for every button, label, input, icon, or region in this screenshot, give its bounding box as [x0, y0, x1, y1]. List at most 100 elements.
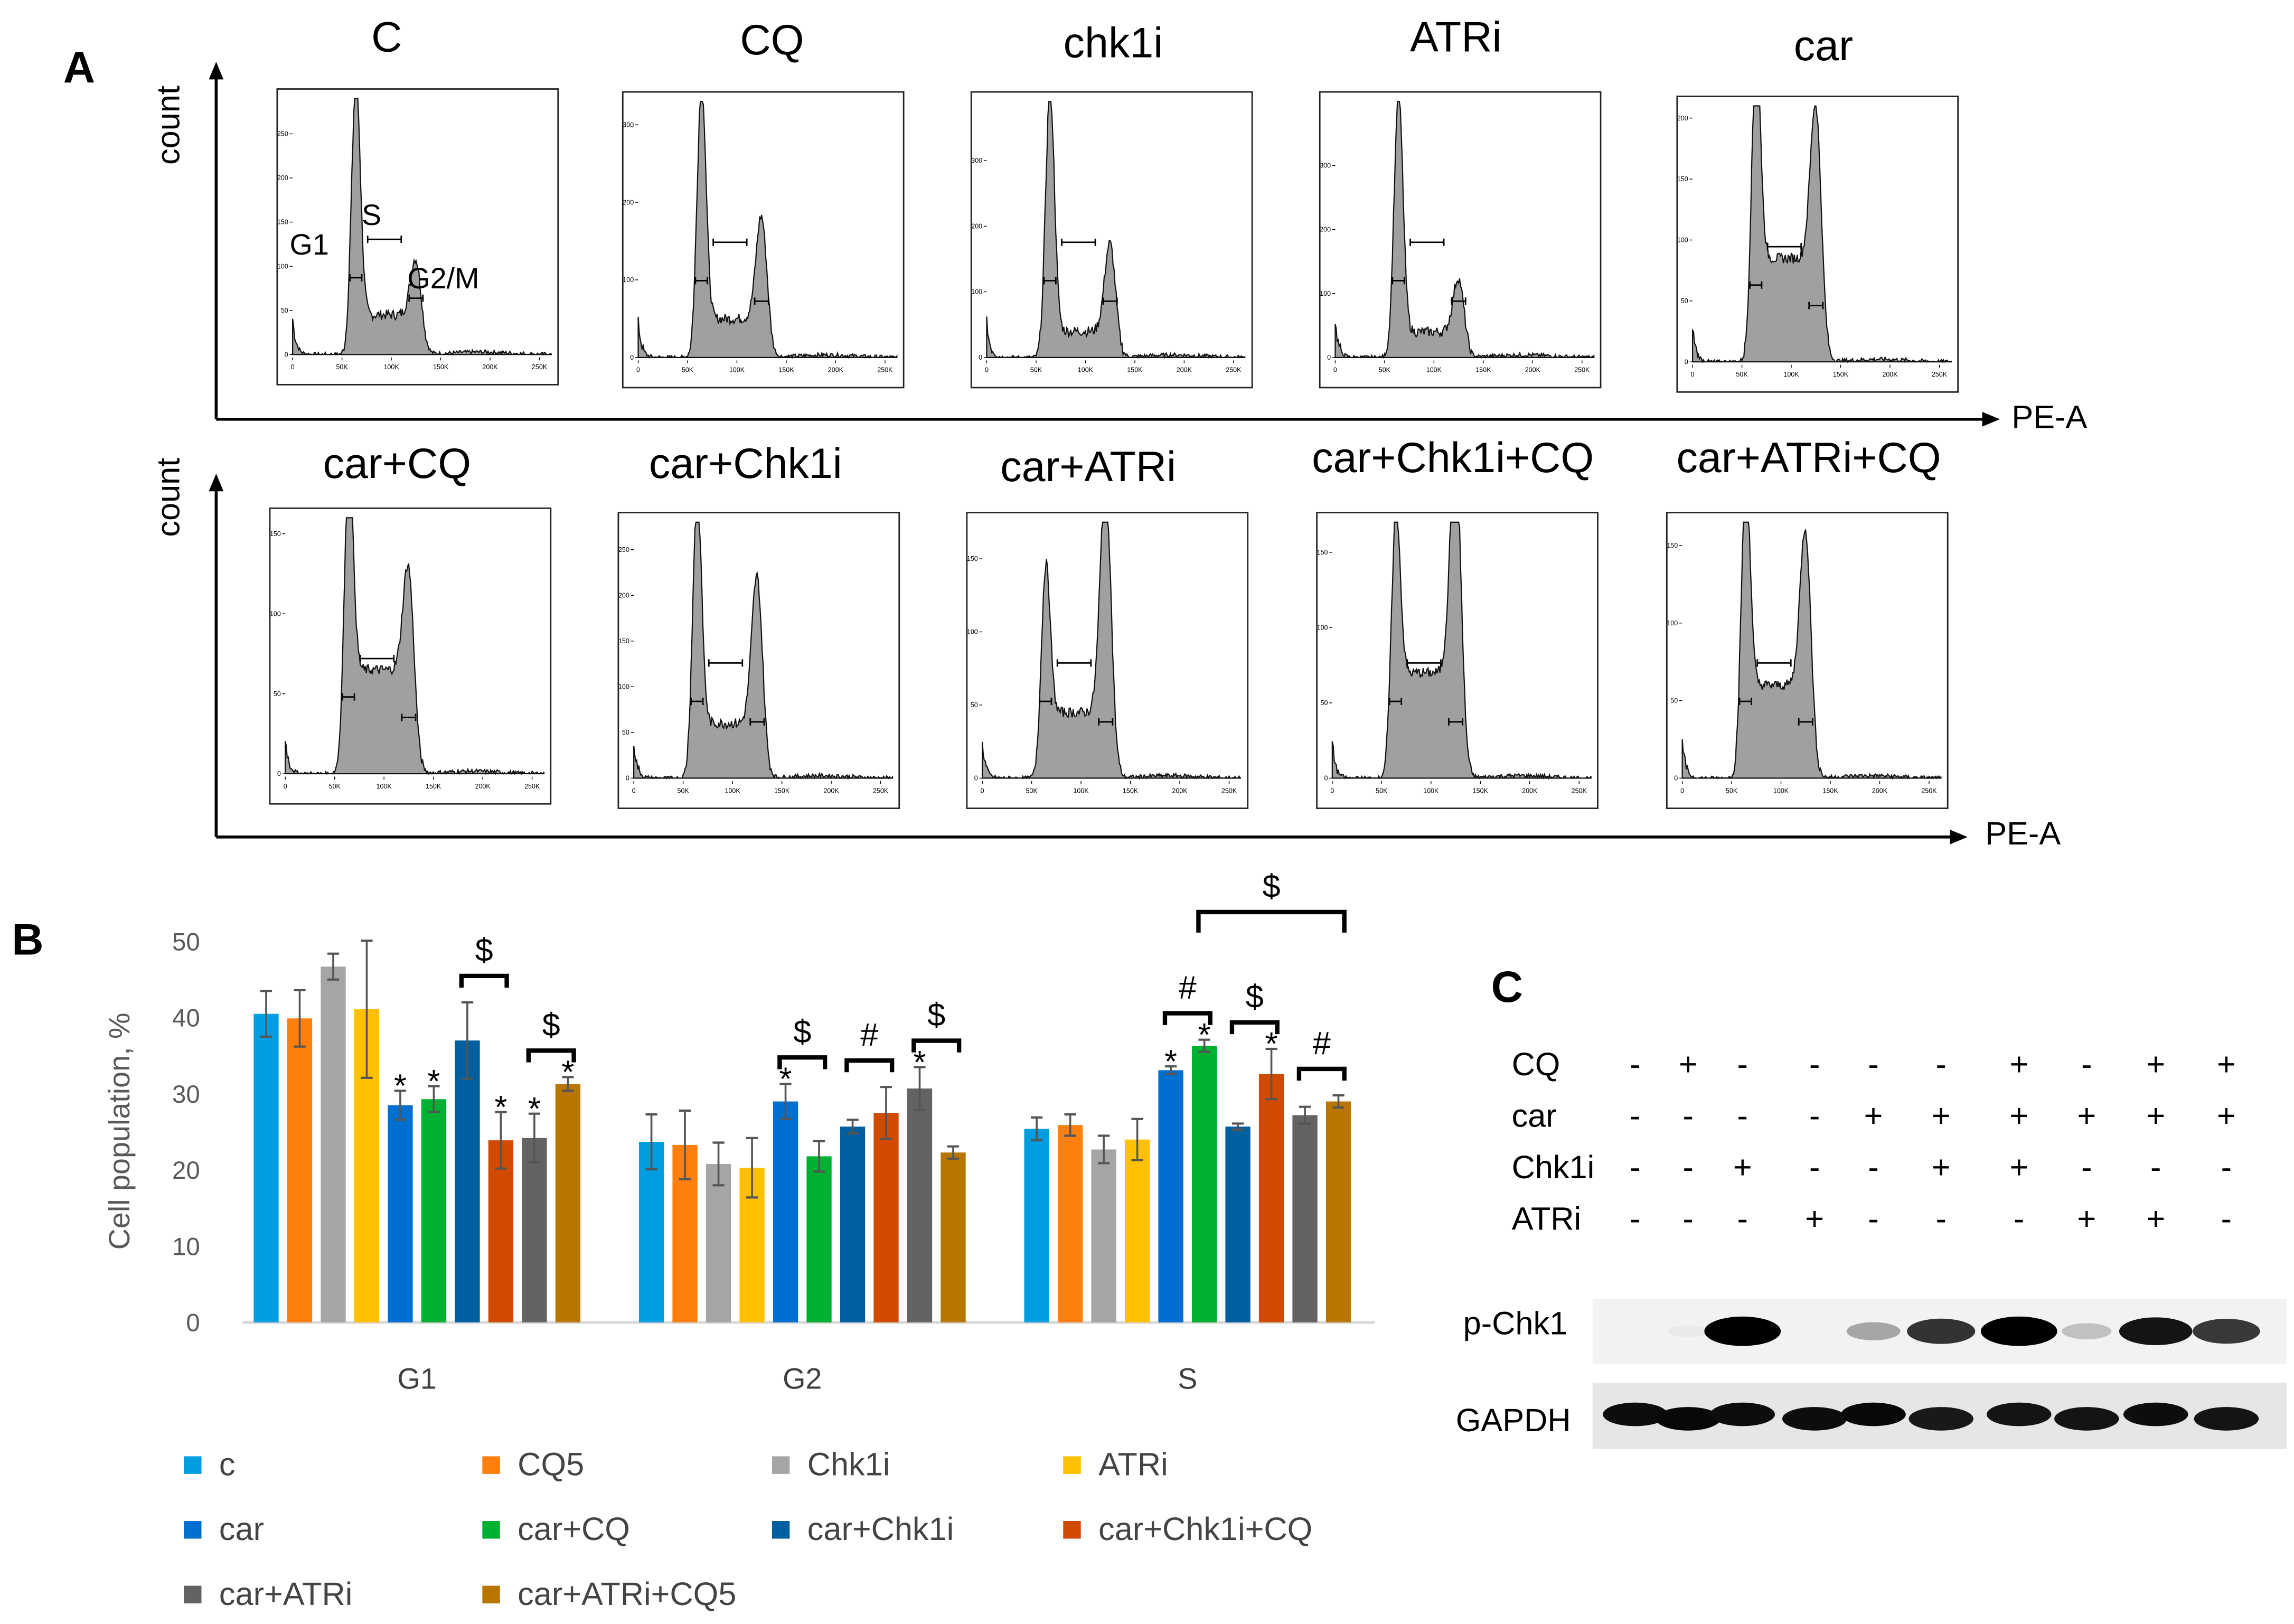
x-tick-label: 250K: [524, 783, 540, 790]
plus-sign: +: [2216, 1046, 2236, 1083]
y-tick-label: 50: [1670, 697, 1678, 705]
plus-sign: +: [2009, 1149, 2029, 1186]
protein-band: [1841, 1402, 1906, 1426]
x-tick-label: 100K: [1073, 787, 1089, 794]
condition-label: CQ: [1511, 1046, 1560, 1083]
histogram-trace: [1334, 101, 1595, 360]
histogram-title: car+Chk1i: [648, 441, 842, 489]
protein-band: [1908, 1407, 1973, 1431]
y-tick-label: 50: [971, 701, 978, 709]
x-tick-label: 50K: [329, 783, 341, 790]
bar: [907, 1088, 933, 1322]
y-tick-label: 0: [974, 775, 978, 782]
bar: [706, 1163, 731, 1322]
bar: [1225, 1127, 1251, 1322]
histogram-plot: 0 50 100 150 0 50K 100K 150K 200K 250K: [269, 507, 552, 805]
x-tick-label: 50K: [1030, 367, 1042, 374]
y-tick-label: 0: [979, 354, 982, 361]
panel-a-label: A: [63, 44, 96, 93]
protein-band: [2194, 1407, 2259, 1431]
plus-sign: +: [2146, 1046, 2166, 1083]
y-tick-label: 0: [1685, 358, 1688, 365]
y-tick-label: 100: [270, 610, 281, 617]
x-tick-label: 200K: [828, 367, 844, 374]
bar: [253, 1013, 279, 1322]
y-tick-label: 50: [622, 729, 629, 736]
histogram-title: car+Chk1i+CQ: [1312, 435, 1594, 483]
significance-star: *: [914, 1044, 926, 1080]
significance-bracket: [1196, 909, 1347, 933]
minus-sign: -: [1737, 1046, 1748, 1083]
x-tick-label: 0: [291, 363, 295, 371]
x-tick-label: 100K: [1078, 367, 1094, 374]
minus-sign: -: [2081, 1149, 2092, 1186]
y-tick-label: 50: [172, 928, 200, 956]
x-tick-label: 100K: [1426, 367, 1442, 374]
bar: [1091, 1149, 1116, 1322]
protein-band: [1603, 1402, 1668, 1426]
plus-sign: +: [2077, 1097, 2096, 1134]
x-axis-label-row2: PE-A: [1985, 815, 2061, 852]
legend-item: CQ5: [482, 1446, 584, 1484]
bar-chart: 0 10 20 30 40 50 Cell population, % G1 * * * * * G2 * *…: [103, 868, 1375, 1395]
histogram-title: car+ATRi+CQ: [1676, 435, 1941, 483]
histogram-title: car+ATRi: [1000, 444, 1177, 492]
histogram-svg: 0 50 100 150 0 50K 100K 150K 200K 250K: [1668, 521, 1942, 794]
x-tick-label: 100K: [725, 787, 741, 794]
legend-item: c: [184, 1446, 236, 1484]
plus-sign: +: [2216, 1097, 2236, 1134]
y-tick-label: 200: [624, 199, 634, 206]
legend-swatch: [184, 1456, 202, 1474]
gate-label: S: [362, 199, 381, 231]
plus-sign: +: [1931, 1097, 1951, 1134]
histogram-svg: 0 50 100 150 0 50K 100K 150K 200K 250K: [967, 521, 1242, 794]
legend-item: car+Chk1i+CQ: [1063, 1511, 1312, 1549]
x-tick-label: 50K: [682, 367, 694, 374]
histogram-plot: 0 50 100 150 0 50K 100K 150K 200K 250K: [1666, 512, 1949, 809]
x-tick-label: 0: [1680, 787, 1684, 794]
x-tick-label: 250K: [1226, 367, 1242, 374]
x-tick-label: 250K: [1921, 787, 1937, 794]
protein-band: [1704, 1316, 1781, 1346]
y-tick-label: 200: [1321, 226, 1331, 233]
y-tick-label: 250: [619, 546, 629, 553]
plus-sign: +: [1805, 1200, 1825, 1237]
legend-item: car+CQ: [482, 1511, 630, 1549]
significance-symbol: $: [793, 1013, 811, 1049]
histogram-svg: 0 50 100 150 200 250 0 50K 100K 150K 200K 250K: [619, 521, 894, 794]
minus-sign: -: [1682, 1200, 1694, 1237]
category-label: G1: [398, 1362, 437, 1395]
protein-band: [2123, 1402, 2188, 1426]
plus-sign: +: [1678, 1046, 1698, 1083]
y-tick-label: 0: [626, 775, 629, 782]
x-tick-label: 200K: [1872, 787, 1888, 794]
histogram-title: CQ: [740, 17, 804, 65]
y-tick-label: 150: [278, 219, 288, 226]
bar: [522, 1138, 547, 1322]
y-tick-label: 50: [1681, 297, 1688, 305]
y-tick-label: 150: [1318, 549, 1328, 556]
y-tick-label: 50: [274, 690, 281, 698]
y-tick-label: 250: [278, 130, 288, 138]
x-tick-label: 0: [636, 367, 640, 374]
protein-band: [1782, 1407, 1847, 1431]
significance-star: *: [561, 1054, 574, 1090]
condition-label: ATRi: [1511, 1200, 1582, 1237]
histogram-title: ATRi: [1410, 14, 1502, 62]
x-tick-label: 250K: [1574, 367, 1590, 374]
minus-sign: -: [1682, 1149, 1694, 1186]
y-tick-label: 0: [186, 1309, 200, 1337]
y-tick-label: 0: [630, 354, 634, 361]
x-tick-label: 150K: [1833, 371, 1849, 378]
minus-sign: -: [1809, 1149, 1820, 1186]
minus-sign: -: [1630, 1046, 1641, 1083]
legend-item: car+Chk1i: [772, 1511, 954, 1549]
bar: [806, 1156, 832, 1322]
legend-label: Chk1i: [807, 1445, 890, 1483]
significance-bracket: [1296, 1066, 1347, 1081]
histogram-trace: [1681, 521, 1942, 780]
x-tick-label: 250K: [1932, 371, 1948, 378]
significance-symbol: #: [860, 1017, 878, 1053]
protein-band: [1846, 1322, 1901, 1340]
x-tick-label: 100K: [377, 783, 392, 790]
